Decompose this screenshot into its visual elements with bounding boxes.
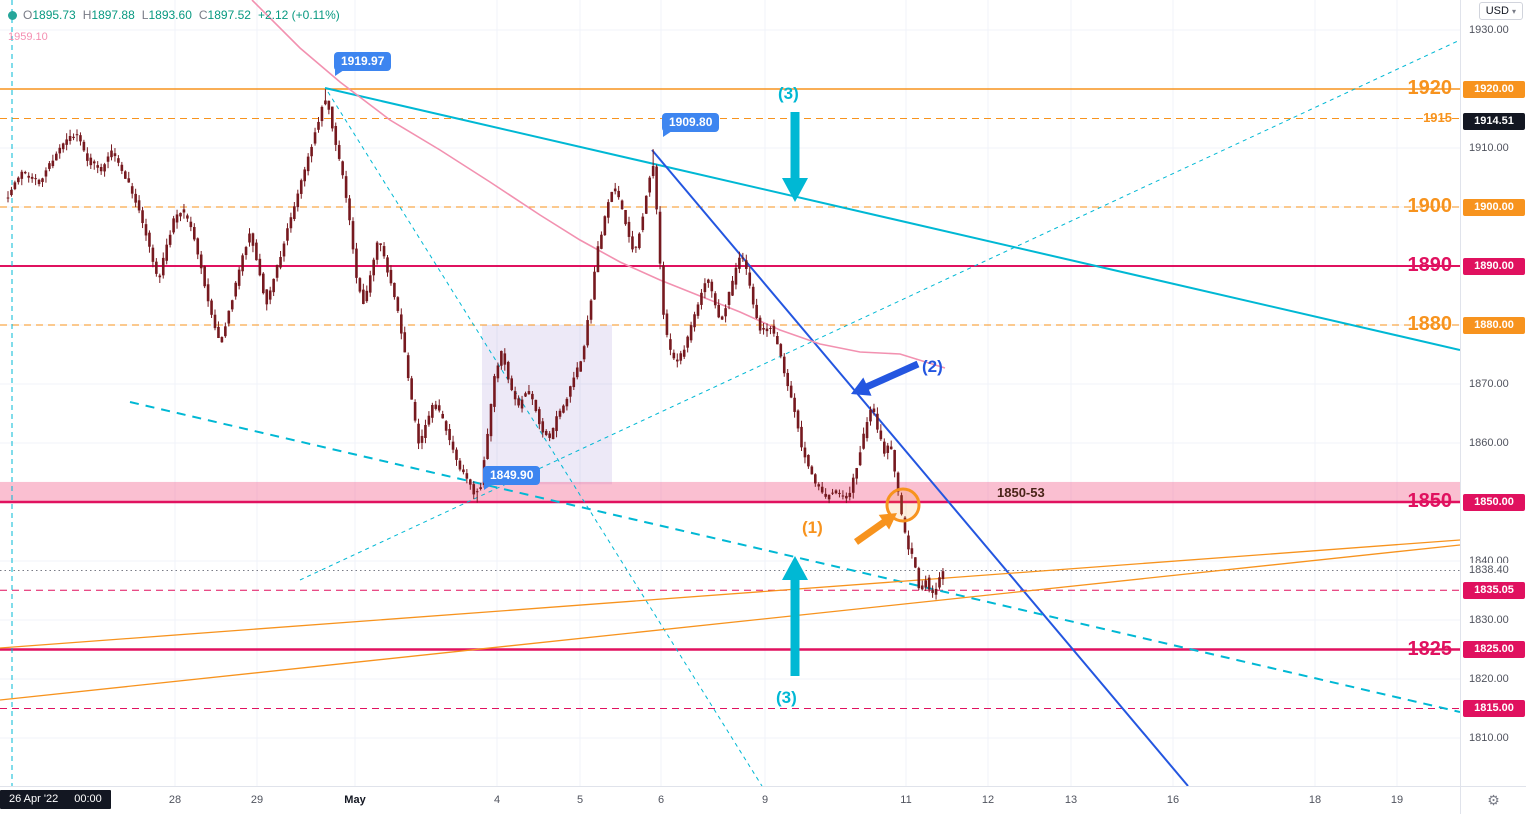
price-level-lines[interactable] <box>0 88 1460 709</box>
price-tick: 1930.00 <box>1467 23 1511 37</box>
level-price-label: 1825 <box>1407 637 1453 660</box>
price-axis[interactable]: USD ▾ 1930.00 1910.00 1870.00 1860.00 1840.0… <box>1460 0 1526 786</box>
alert-price-label: 1959.10 <box>8 31 48 43</box>
entry-highlight-circle[interactable] <box>885 487 921 523</box>
consolidation-box[interactable] <box>482 325 612 485</box>
time-tick: 4 <box>493 794 501 806</box>
gear-icon: ⚙ <box>1487 792 1500 808</box>
level-price-label: 1915 <box>1423 110 1452 125</box>
time-axis[interactable]: 26 Apr '22 00:00 28 29 May 4 5 6 9 11 12 13 16 18 19 <box>0 786 1460 814</box>
price-callout[interactable]: 1919.97 <box>334 52 392 76</box>
price-level-badge[interactable]: 1835.05 <box>1463 581 1525 599</box>
level-price-label: 1920 <box>1407 77 1453 99</box>
wave1-arrow[interactable] <box>854 513 897 545</box>
price-tick: 1830.00 <box>1467 613 1511 627</box>
change-value: +2.12 (+0.11%) <box>257 8 340 22</box>
wave2-arrow[interactable] <box>851 360 920 396</box>
trendlines[interactable] <box>0 39 1460 786</box>
dashed-trendline-steep <box>327 91 763 786</box>
chevron-down-icon: ▾ <box>1511 7 1516 16</box>
price-level-badge[interactable]: 1815.00 <box>1463 700 1525 717</box>
price-tick: 1820.00 <box>1467 672 1511 686</box>
rising-support-line-1 <box>0 539 1460 649</box>
wave-count-label: (3) <box>778 84 799 103</box>
low-value: 1893.60 <box>148 8 192 22</box>
dashed-channel-line <box>129 401 1460 713</box>
moving-average-line <box>251 0 946 369</box>
price-level-badge[interactable]: 1890.00 <box>1463 257 1525 275</box>
level-price-label: 1880 <box>1407 313 1453 335</box>
level-price-label: 1890 <box>1407 254 1453 276</box>
time-tick: 28 <box>168 794 182 806</box>
price-level-badge[interactable]: 1880.00 <box>1463 316 1525 334</box>
time-tick: 5 <box>576 794 584 806</box>
price-level-badge[interactable]: 1825.00 <box>1463 641 1525 658</box>
time-tick: 18 <box>1308 794 1322 806</box>
wave3-bottom-arrow[interactable] <box>782 556 808 676</box>
time-tick: 11 <box>900 794 912 806</box>
wave-count-label: (3) <box>776 688 797 707</box>
level-price-label: 1900 <box>1407 195 1453 217</box>
time-tick: 9 <box>761 794 769 806</box>
time-tick: 6 <box>657 794 665 806</box>
downtrend-line-steep <box>651 149 1189 786</box>
chart-plot <box>0 0 1460 786</box>
zone-range-label: 1850-53 <box>997 485 1045 500</box>
time-tick: 29 <box>250 794 264 806</box>
high-value: 1897.88 <box>91 8 135 22</box>
price-callout[interactable]: 1849.90 <box>483 466 541 490</box>
price-tick: 1838.40 <box>1467 563 1511 578</box>
time-anchor-badge: 26 Apr '22 00:00 <box>0 790 111 809</box>
high-label: H <box>82 8 92 22</box>
candles <box>6 89 945 600</box>
low-label: L <box>141 8 149 22</box>
level-price-label: 1850 <box>1407 490 1453 512</box>
close-label: C <box>198 8 208 22</box>
time-tick: 12 <box>981 794 995 806</box>
price-tick: 1910.00 <box>1467 141 1511 155</box>
current-price-badge: 1914.51 <box>1463 112 1525 130</box>
price-callout[interactable]: 1909.80 <box>662 113 720 137</box>
open-value: 1895.73 <box>32 8 76 22</box>
time-tick: 13 <box>1064 794 1078 806</box>
currency-selector[interactable]: USD ▾ <box>1478 2 1523 20</box>
wave-count-label: (2) <box>922 357 943 376</box>
price-tick: 1810.00 <box>1467 731 1511 745</box>
price-tick: 1870.00 <box>1467 377 1511 391</box>
symbol-marker-icon <box>8 10 17 20</box>
close-value: 1897.52 <box>207 8 251 22</box>
currency-label: USD <box>1485 5 1509 17</box>
downtrend-line-major <box>324 87 1460 351</box>
price-level-badge[interactable]: 1850.00 <box>1463 493 1525 511</box>
rising-support-line-2 <box>0 544 1460 701</box>
anchor-date: 26 Apr '22 <box>9 793 59 805</box>
chart-canvas[interactable]: O 1895.73 H 1897.88 L 1893.60 C 1897.52 +2.1… <box>0 0 1460 786</box>
open-label: O <box>23 8 33 22</box>
price-tick: 1860.00 <box>1467 436 1511 450</box>
time-tick: 19 <box>1390 794 1404 806</box>
grid <box>0 0 1460 786</box>
ohlc-legend: O 1895.73 H 1897.88 L 1893.60 C 1897.52 +2.1… <box>8 8 340 22</box>
wave3-top-arrow[interactable] <box>782 112 808 202</box>
anchor-time: 00:00 <box>74 793 102 805</box>
axis-settings-corner[interactable]: ⚙ <box>1460 786 1526 814</box>
supply-zone-band[interactable] <box>0 481 1460 502</box>
wave-count-label: (1) <box>802 518 823 537</box>
time-tick: 16 <box>1166 794 1180 806</box>
time-tick: May <box>344 794 366 806</box>
dashed-trendline-ascending <box>299 39 1460 581</box>
price-level-badge[interactable]: 1900.00 <box>1463 198 1525 216</box>
price-level-badge[interactable]: 1920.00 <box>1463 80 1525 98</box>
